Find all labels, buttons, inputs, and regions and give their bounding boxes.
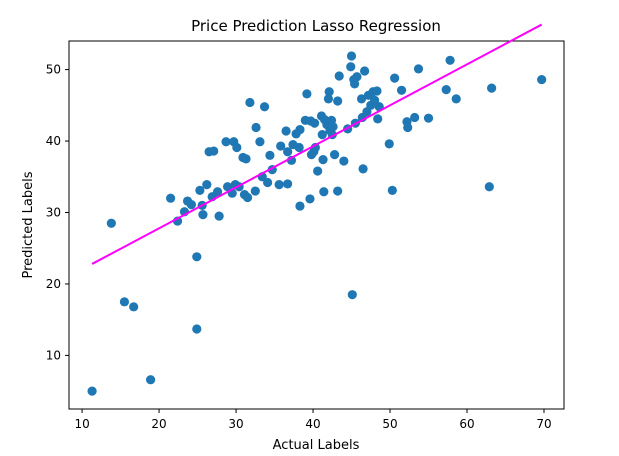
data-point	[192, 252, 202, 262]
data-points	[87, 51, 547, 396]
data-point	[323, 94, 334, 104]
data-point	[259, 102, 270, 112]
chart-title: Price Prediction Lasso Regression	[191, 17, 441, 35]
data-point	[451, 94, 461, 104]
data-point	[329, 150, 340, 160]
y-tick-label: 10	[46, 348, 61, 362]
data-point	[387, 185, 397, 195]
data-point	[390, 73, 400, 83]
x-tick-label: 20	[151, 417, 166, 431]
data-point	[209, 146, 219, 156]
y-tick-label: 20	[46, 277, 61, 291]
data-point	[214, 211, 224, 221]
data-point	[274, 180, 284, 190]
data-point	[245, 97, 255, 108]
data-point	[195, 185, 205, 195]
y-tick-label: 30	[46, 205, 61, 219]
data-point	[192, 324, 202, 334]
data-point	[250, 186, 260, 196]
data-point	[221, 137, 231, 147]
data-point	[339, 156, 349, 166]
data-point	[319, 187, 329, 197]
data-point	[198, 210, 208, 220]
data-point	[146, 375, 156, 385]
data-point	[328, 122, 338, 132]
data-point	[212, 187, 223, 197]
trendline-layer	[91, 23, 543, 265]
y-axis-ticks: 10 20 30 40 50	[46, 63, 69, 362]
data-point	[305, 194, 315, 204]
data-point	[251, 122, 261, 133]
data-point	[313, 166, 323, 176]
data-point	[263, 177, 273, 188]
data-point	[396, 85, 407, 95]
y-tick-label: 40	[46, 134, 61, 148]
x-tick-label: 40	[305, 417, 320, 431]
data-point	[318, 155, 328, 165]
x-tick-label: 60	[459, 417, 474, 431]
data-point	[222, 182, 233, 192]
data-point	[423, 113, 434, 123]
data-point	[384, 139, 394, 149]
data-point	[441, 84, 451, 95]
data-point	[186, 200, 197, 210]
data-point	[202, 180, 212, 190]
data-point	[352, 72, 362, 82]
data-point	[265, 150, 275, 160]
data-point	[372, 86, 382, 96]
data-point	[358, 164, 368, 174]
x-axis-label: Actual Labels	[273, 438, 360, 452]
x-tick-label: 50	[382, 417, 397, 431]
data-point	[346, 62, 356, 72]
data-point	[537, 74, 547, 85]
data-point	[317, 130, 327, 140]
data-point	[283, 179, 293, 189]
x-tick-label: 30	[228, 417, 243, 431]
data-point	[243, 192, 253, 203]
data-point	[410, 112, 420, 123]
data-point	[281, 126, 291, 136]
data-point	[295, 125, 305, 135]
data-point	[370, 95, 380, 105]
data-point	[119, 297, 130, 307]
data-point	[333, 96, 343, 106]
data-point	[276, 141, 286, 151]
data-point	[87, 386, 97, 396]
data-point	[295, 201, 305, 211]
x-tick-label: 10	[74, 417, 89, 431]
y-tick-label: 50	[46, 63, 61, 77]
data-point	[302, 89, 312, 99]
data-point	[350, 79, 360, 89]
data-point	[403, 122, 413, 133]
data-point	[166, 193, 176, 203]
data-point	[487, 83, 497, 93]
trendline	[91, 23, 543, 265]
data-point	[294, 142, 304, 153]
data-point	[334, 71, 344, 81]
data-point	[232, 142, 242, 153]
data-point	[445, 55, 455, 65]
data-point	[333, 186, 343, 196]
data-point	[484, 182, 494, 192]
data-point	[360, 66, 370, 76]
data-point	[346, 51, 357, 61]
plot-area-frame	[68, 40, 565, 410]
data-point	[129, 302, 139, 312]
data-point	[309, 118, 320, 128]
x-tick-label: 70	[536, 417, 551, 431]
data-point	[324, 87, 334, 97]
data-point	[347, 290, 357, 300]
data-point	[413, 64, 424, 74]
y-axis-label: Predicted Labels	[21, 171, 36, 278]
data-point	[356, 94, 367, 104]
data-point	[255, 137, 265, 147]
data-point	[373, 114, 383, 124]
x-axis-ticks: 10 20 30 40 50 60 70	[74, 409, 552, 431]
data-point	[106, 218, 116, 228]
data-point	[241, 154, 251, 164]
data-point	[283, 147, 293, 157]
